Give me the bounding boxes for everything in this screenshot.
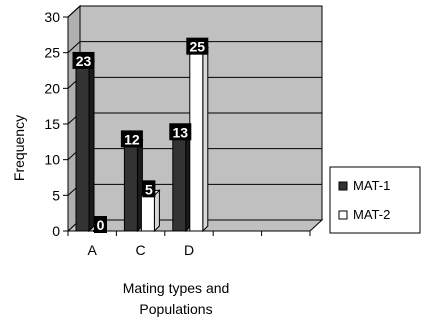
x-tick-label: D <box>184 242 194 258</box>
legend-label-mat-1: MAT-1 <box>353 178 390 193</box>
bar-mat-1-a <box>75 66 90 232</box>
bar-mat-1-a-label: 23 <box>76 53 92 69</box>
y-tick-label: 15 <box>44 116 60 132</box>
bar-mat-2-c <box>140 194 155 232</box>
y-axis-title: Frequency <box>11 115 27 181</box>
y-tick-label: 10 <box>44 152 60 168</box>
data-labels: 23 0 12 5 13 25 <box>72 37 209 233</box>
x-tick-label: A <box>88 242 98 258</box>
bar-mat-2-a-label: 0 <box>97 217 105 233</box>
y-tick-label: 25 <box>44 45 60 61</box>
bar-mat-1-c-label-box <box>120 130 143 148</box>
bar-mat-2-d <box>189 52 204 232</box>
x-tick-label: C <box>136 242 146 258</box>
legend-swatch-mat-2 <box>338 210 348 220</box>
bar-mat-2-d-label: 25 <box>190 39 206 55</box>
x-axis-title-line-1: Mating types and <box>123 280 230 296</box>
bar-mat-2-d-side <box>202 46 209 233</box>
bar-mat-1-d <box>172 137 187 232</box>
bar-mat-1-c <box>123 144 138 232</box>
gridline-side <box>67 41 81 54</box>
legend-box <box>329 166 421 234</box>
bar-mat-1-c-label: 12 <box>124 131 140 147</box>
y-tick-label: 0 <box>52 223 60 239</box>
bar-mat-2-a-label-box <box>94 216 107 233</box>
x-axis-title-line-2: Populations <box>139 301 212 317</box>
legend-swatch-mat-1 <box>338 181 348 191</box>
bar-mat-1-d-label-box <box>169 123 192 141</box>
gridline-side <box>67 5 81 18</box>
bar-mat-2-c-label: 5 <box>145 181 153 197</box>
bar-mat-1-a-side <box>88 60 95 233</box>
bar-mat-2-d-label-box <box>186 37 209 55</box>
legend-label-mat-2: MAT-2 <box>353 207 390 222</box>
y-tick-label: 30 <box>44 9 60 25</box>
y-axis: 0 5 10 15 20 25 30 <box>44 9 69 239</box>
bar-mat-1-a-label-box <box>72 51 95 69</box>
y-tick-label: 20 <box>44 80 60 96</box>
legend: MAT-1 MAT-2 <box>329 166 421 234</box>
y-tick-label: 5 <box>52 187 60 203</box>
bar-mat-2-c-label-box <box>142 180 156 198</box>
bar-mat-1-d-label: 13 <box>173 124 189 140</box>
